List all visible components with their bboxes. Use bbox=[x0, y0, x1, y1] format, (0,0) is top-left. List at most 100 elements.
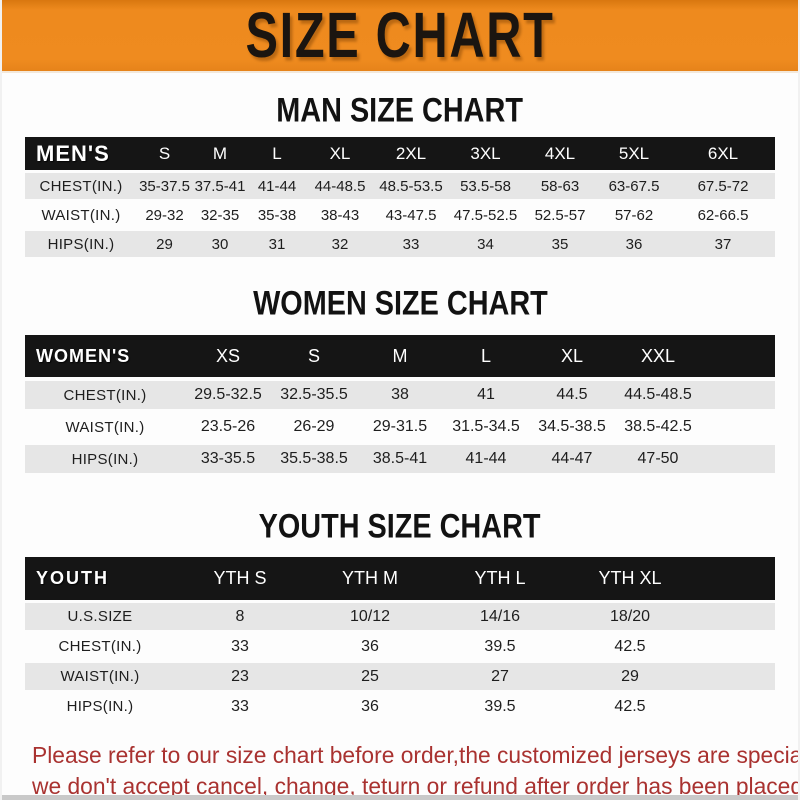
column-header: L bbox=[272, 143, 282, 163]
row-label: HIPS(IN.) bbox=[71, 450, 139, 468]
column-header: 3XL bbox=[470, 143, 501, 163]
youth-section-title: YOUTH SIZE CHART bbox=[2, 505, 798, 546]
value-cell: 32-35 bbox=[200, 206, 240, 224]
value-cell: 41 bbox=[477, 386, 495, 403]
column-header: 4XL bbox=[544, 143, 576, 163]
row-label: HIPS(IN.) bbox=[66, 698, 134, 715]
banner: SIZE CHART bbox=[2, 0, 798, 73]
column-header: XS bbox=[215, 345, 240, 366]
youth-size-table: YOUTH YTH S YTH M YTH L YTH XL U.S.SIZE 8 10/12… bbox=[25, 554, 775, 723]
column-header: YTH L bbox=[474, 568, 526, 588]
footer-notice: Please refer to our size chart before or… bbox=[32, 740, 798, 800]
value-cell: 63-67.5 bbox=[608, 177, 660, 195]
value-cell: 35 bbox=[551, 235, 569, 253]
value-cell: 33-35.5 bbox=[200, 450, 256, 467]
value-cell: 44.5 bbox=[556, 386, 588, 403]
value-cell: 52.5-57 bbox=[534, 206, 586, 224]
column-header: 2XL bbox=[395, 143, 427, 163]
value-cell: 43-47.5 bbox=[385, 206, 437, 224]
women-section-title: WOMEN SIZE CHART bbox=[2, 285, 798, 320]
column-header: YTH S bbox=[213, 568, 267, 588]
value-cell: 38-43 bbox=[320, 206, 360, 224]
column-header: S bbox=[307, 345, 320, 366]
value-cell: 31 bbox=[268, 235, 286, 253]
value-cell: 30 bbox=[211, 235, 229, 253]
value-cell: 33 bbox=[231, 697, 249, 715]
women-section: WOMEN SIZE CHART WOMEN'S XS S M L XL XXL CHEST(… bbox=[2, 285, 798, 477]
column-header: M bbox=[212, 143, 228, 163]
value-cell: 47.5-52.5 bbox=[453, 206, 518, 224]
value-cell: 39.5 bbox=[484, 637, 516, 655]
column-header: YTH M bbox=[342, 568, 398, 588]
value-cell: 36 bbox=[625, 235, 643, 253]
value-cell: 32 bbox=[331, 235, 349, 253]
value-cell: 33 bbox=[231, 637, 249, 655]
column-header: M bbox=[392, 345, 408, 366]
row-label: U.S.SIZE bbox=[67, 608, 133, 625]
column-header: XL bbox=[560, 345, 584, 366]
spacer-cell bbox=[695, 603, 775, 630]
column-header: 5XL bbox=[618, 143, 650, 163]
value-cell: 33 bbox=[402, 235, 420, 253]
women-size-table: WOMEN'S XS S M L XL XXL CHEST(IN.) 29.5-32.5 32.5… bbox=[25, 331, 775, 477]
spacer-cell bbox=[695, 633, 775, 660]
value-cell: 29 bbox=[156, 235, 173, 253]
men-section-title: MAN SIZE CHART bbox=[2, 92, 798, 127]
table-row: HIPS(IN.) 33 36 39.5 42.5 bbox=[25, 693, 775, 720]
value-cell: 42.5 bbox=[614, 697, 646, 715]
table-header-row: YOUTH YTH S YTH M YTH L YTH XL bbox=[25, 557, 775, 600]
value-cell: 25 bbox=[361, 667, 379, 685]
value-cell: 23 bbox=[231, 667, 249, 685]
value-cell: 44.5-48.5 bbox=[624, 386, 692, 403]
value-cell: 26-29 bbox=[293, 418, 335, 435]
table-row: CHEST(IN.) 29.5-32.5 32.5-35.5 38 41 44.5 44.5… bbox=[25, 381, 775, 409]
value-cell: 42.5 bbox=[614, 637, 646, 655]
row-label: CHEST(IN.) bbox=[58, 638, 142, 655]
value-cell: 27 bbox=[491, 667, 509, 685]
table-corner-label: MEN'S bbox=[36, 140, 110, 166]
value-cell: 34 bbox=[477, 235, 494, 253]
column-header: 6XL bbox=[707, 143, 739, 163]
value-cell: 35-38 bbox=[257, 206, 297, 224]
table-row: WAIST(IN.) 29-32 32-35 35-38 38-43 43-47.5 47.… bbox=[25, 202, 775, 228]
value-cell: 58-63 bbox=[540, 177, 580, 195]
value-cell: 38.5-42.5 bbox=[624, 418, 692, 435]
value-cell: 41-44 bbox=[465, 450, 507, 467]
table-row: WAIST(IN.) 23 25 27 29 bbox=[25, 663, 775, 690]
value-cell: 14/16 bbox=[479, 607, 521, 625]
youth-section: YOUTH SIZE CHART YOUTH YTH S YTH M YTH L YTH… bbox=[2, 505, 798, 723]
table-row: U.S.SIZE 8 10/12 14/16 18/20 bbox=[25, 603, 775, 630]
spacer-cell bbox=[701, 381, 775, 409]
table-row: CHEST(IN.) 33 36 39.5 42.5 bbox=[25, 633, 775, 660]
value-cell: 38.5-41 bbox=[372, 450, 428, 467]
men-section: MAN SIZE CHART MEN'S S M L XL 2XL 3XL 4XL 5XL 6XL… bbox=[2, 92, 798, 260]
row-label: WAIST(IN.) bbox=[65, 418, 145, 436]
value-cell: 29.5-32.5 bbox=[194, 386, 262, 403]
value-cell: 48.5-53.5 bbox=[379, 177, 443, 195]
spacer-cell bbox=[695, 693, 775, 720]
table-corner-label: WOMEN'S bbox=[36, 345, 131, 366]
value-cell: 29-31.5 bbox=[372, 418, 428, 435]
value-cell: 10/12 bbox=[349, 607, 391, 625]
value-cell: 67.5-72 bbox=[697, 177, 749, 195]
value-cell: 44-48.5 bbox=[314, 177, 366, 195]
table-corner-label: YOUTH bbox=[36, 568, 109, 588]
column-header: XL bbox=[329, 143, 351, 163]
value-cell: 32.5-35.5 bbox=[280, 386, 348, 403]
spacer-cell bbox=[695, 557, 775, 600]
value-cell: 31.5-34.5 bbox=[452, 418, 520, 435]
value-cell: 36 bbox=[361, 637, 379, 655]
youth-section-title-text: YOUTH SIZE CHART bbox=[259, 505, 541, 546]
bottom-edge-strip bbox=[2, 795, 798, 800]
value-cell: 37 bbox=[714, 235, 732, 253]
men-size-table: MEN'S S M L XL 2XL 3XL 4XL 5XL 6XL CHEST(IN.) 35-37… bbox=[25, 134, 775, 260]
value-cell: 47-50 bbox=[637, 450, 679, 467]
value-cell: 8 bbox=[235, 607, 245, 625]
value-cell: 18/20 bbox=[609, 607, 651, 625]
value-cell: 62-66.5 bbox=[697, 206, 749, 224]
column-header: L bbox=[480, 345, 491, 366]
value-cell: 57-62 bbox=[614, 206, 654, 224]
value-cell: 34.5-38.5 bbox=[538, 418, 606, 435]
column-header: S bbox=[158, 143, 171, 163]
value-cell: 39.5 bbox=[484, 697, 516, 715]
